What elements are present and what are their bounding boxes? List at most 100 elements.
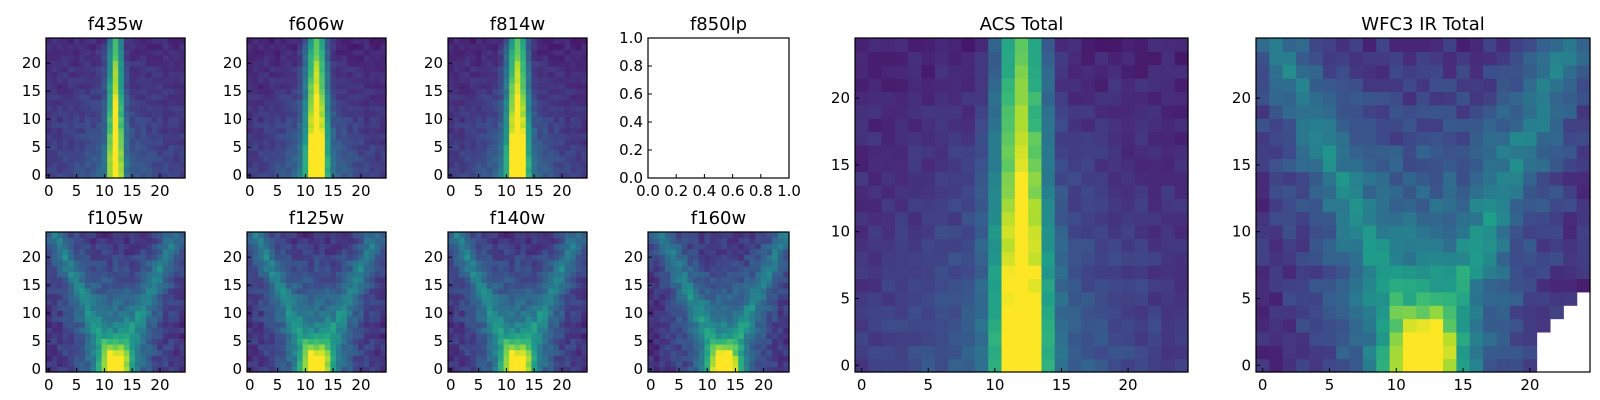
heatmap-cell bbox=[308, 338, 315, 345]
heatmap-cell bbox=[173, 77, 181, 84]
heatmap-cell bbox=[79, 77, 86, 84]
heatmap-cell bbox=[681, 316, 689, 323]
heatmap-cell bbox=[134, 327, 142, 334]
heatmap-cell bbox=[881, 211, 896, 226]
heatmap-cell bbox=[681, 248, 689, 255]
heatmap-cell bbox=[291, 293, 298, 300]
heatmap-cell bbox=[464, 82, 471, 89]
heatmap-cell bbox=[269, 254, 276, 261]
heatmap-cell bbox=[760, 304, 768, 311]
heatmap-cell bbox=[291, 271, 298, 278]
heatmap-cell bbox=[1041, 131, 1056, 146]
heatmap-cell bbox=[921, 251, 936, 266]
heatmap-cell bbox=[57, 344, 64, 351]
heatmap-cell bbox=[335, 172, 343, 179]
heatmap-cell bbox=[118, 105, 125, 112]
heatmap-cell bbox=[726, 276, 734, 283]
heatmap-cell bbox=[475, 127, 482, 134]
heatmap-cell bbox=[123, 360, 130, 367]
heatmap-cell bbox=[525, 276, 532, 283]
heatmap-cell bbox=[285, 338, 293, 345]
heatmap-cell bbox=[330, 293, 337, 300]
heatmap-cell bbox=[908, 251, 923, 266]
heatmap-cell bbox=[536, 327, 544, 334]
heatmap-cell bbox=[347, 43, 354, 50]
heatmap-cell bbox=[486, 332, 494, 339]
heatmap-cell bbox=[363, 349, 370, 356]
heatmap-cell bbox=[648, 327, 655, 334]
heatmap-cell bbox=[470, 282, 477, 289]
heatmap-cell bbox=[921, 265, 936, 280]
heatmap-cell bbox=[319, 161, 326, 168]
heatmap-cell bbox=[308, 172, 315, 179]
heatmap-cell bbox=[68, 38, 75, 45]
heatmap-cell bbox=[352, 82, 359, 89]
heatmap-cell bbox=[704, 338, 711, 345]
heatmap-cell bbox=[297, 316, 304, 323]
heatmap-cell bbox=[481, 254, 488, 261]
heatmap-cell bbox=[263, 54, 270, 61]
x-tick-label: 0.8 bbox=[749, 182, 773, 200]
heatmap-cell bbox=[96, 110, 103, 117]
heatmap-cell bbox=[134, 310, 142, 317]
heatmap-cell bbox=[269, 43, 276, 50]
heatmap-cell bbox=[531, 122, 538, 129]
heatmap-cell bbox=[107, 161, 114, 168]
heatmap-cell bbox=[107, 332, 114, 339]
heatmap-cell bbox=[934, 331, 949, 346]
heatmap-cell bbox=[536, 116, 544, 123]
heatmap-cell bbox=[51, 43, 58, 50]
heatmap-cell bbox=[738, 293, 745, 300]
heatmap-cell bbox=[648, 260, 655, 267]
heatmap-cell bbox=[123, 344, 130, 351]
heatmap-cell bbox=[140, 49, 147, 56]
heatmap-cell bbox=[536, 355, 544, 362]
heatmap-cell bbox=[581, 43, 588, 50]
heatmap-cell bbox=[123, 282, 130, 289]
heatmap-cell bbox=[90, 288, 97, 295]
heatmap-cell bbox=[570, 144, 577, 151]
heatmap-cell bbox=[319, 360, 326, 367]
heatmap-cell bbox=[247, 94, 254, 101]
heatmap-cell bbox=[486, 327, 494, 334]
heatmap-cell bbox=[297, 293, 304, 300]
heatmap-cell bbox=[90, 260, 97, 267]
heatmap-cell bbox=[380, 155, 387, 162]
heatmap-cell bbox=[297, 110, 304, 117]
heatmap-cell bbox=[531, 260, 538, 267]
heatmap-cell bbox=[352, 332, 359, 339]
heatmap-cell bbox=[570, 127, 577, 134]
heatmap-cell bbox=[252, 110, 259, 117]
heatmap-cell bbox=[179, 344, 186, 351]
panel-title: f140w bbox=[490, 208, 545, 229]
heatmap-cell bbox=[934, 318, 949, 333]
heatmap-cell bbox=[324, 138, 331, 145]
heatmap-cell bbox=[726, 360, 734, 367]
heatmap-cell bbox=[464, 105, 471, 112]
heatmap-cell bbox=[553, 282, 560, 289]
heatmap-cell bbox=[129, 110, 136, 117]
heatmap-cell bbox=[459, 60, 466, 67]
heatmap-cell bbox=[670, 355, 677, 362]
heatmap-cell bbox=[459, 338, 466, 345]
heatmap-cell bbox=[330, 150, 337, 157]
heatmap-cell bbox=[118, 150, 125, 157]
heatmap-cell bbox=[988, 64, 1003, 79]
heatmap-cell bbox=[520, 110, 527, 117]
heatmap-cell bbox=[374, 172, 382, 179]
heatmap-cell bbox=[974, 358, 989, 373]
heatmap-cell bbox=[168, 265, 175, 272]
heatmap-cell bbox=[380, 316, 387, 323]
heatmap-cell bbox=[459, 77, 466, 84]
heatmap-cell bbox=[934, 198, 949, 213]
heatmap-cell bbox=[1068, 331, 1083, 346]
x-tick-label: 5 bbox=[273, 376, 283, 394]
heatmap-cell bbox=[247, 360, 254, 367]
heatmap-cell bbox=[777, 332, 784, 339]
heatmap-cell bbox=[168, 276, 175, 283]
heatmap-cell bbox=[503, 99, 510, 106]
heatmap-cell bbox=[352, 310, 359, 317]
heatmap-cell bbox=[341, 349, 348, 356]
heatmap-cell bbox=[470, 155, 477, 162]
heatmap-cell bbox=[168, 133, 175, 140]
